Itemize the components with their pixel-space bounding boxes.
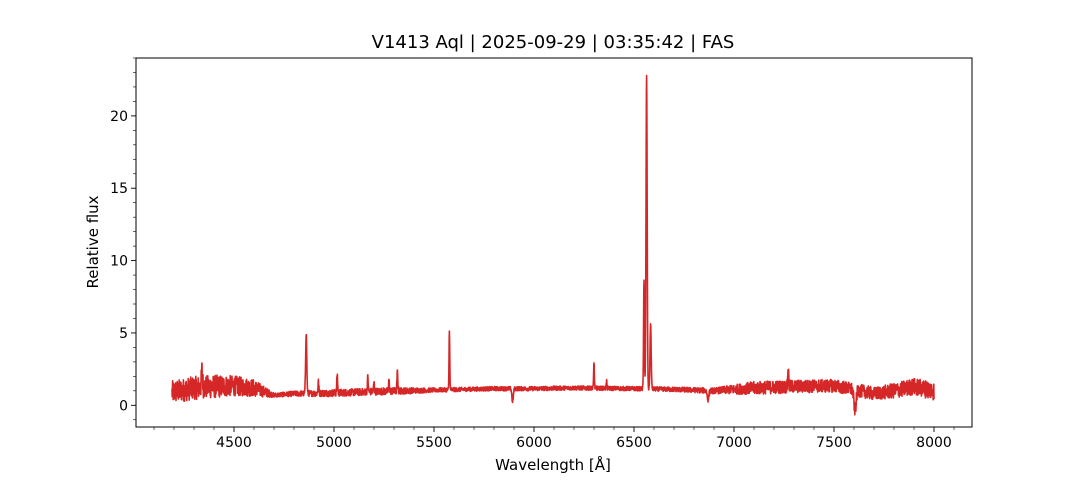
x-tick-label: 5500 [416, 435, 452, 451]
y-tick-label: 20 [110, 109, 128, 125]
x-tick-label: 6000 [516, 435, 552, 451]
x-tick-label: 6500 [616, 435, 652, 451]
chart-title: V1413 Aql | 2025-09-29 | 03:35:42 | FAS [372, 32, 735, 53]
x-tick-label: 5000 [316, 435, 352, 451]
y-tick-label: 10 [110, 254, 128, 270]
x-tick-label: 8000 [916, 435, 952, 451]
y-tick-label: 0 [119, 398, 128, 414]
plot-frame [135, 57, 973, 428]
x-tick-label: 7000 [716, 435, 752, 451]
x-tick-label: 4500 [216, 435, 252, 451]
series-area [171, 74, 935, 416]
y-axis-label: Relative flux [84, 195, 102, 288]
y-tick-label: 5 [119, 326, 128, 342]
y-tick-label: 15 [110, 181, 128, 197]
x-axis-label: Wavelength [Å] [495, 455, 611, 474]
spectrum-line [171, 74, 935, 416]
x-tick-label: 7500 [816, 435, 852, 451]
axis-ticks: 4500 5000 5500 6000 6500 7000 7500 8000 0 5 10 15 20 [110, 57, 955, 451]
